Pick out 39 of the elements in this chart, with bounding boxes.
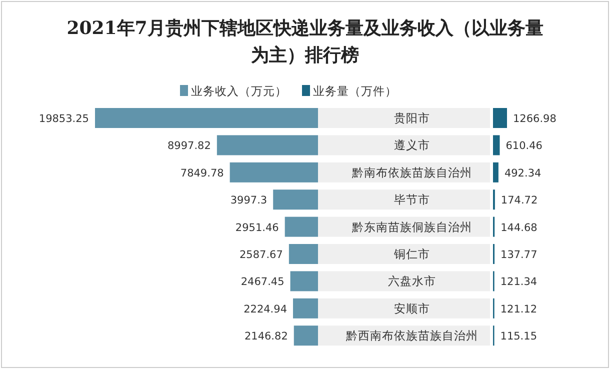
- category-label: 黔东南苗族侗族自治州: [352, 220, 472, 234]
- category-label: 铜仁市: [394, 247, 430, 261]
- data-label: 115.15: [500, 330, 538, 343]
- chart-title: 2021年7月贵州下辖地区快递业务量及业务收入（以业务量为主）排行榜: [66, 18, 544, 66]
- data-label: 2951.46: [235, 222, 280, 234]
- category-label: 毕节市: [394, 192, 430, 207]
- category-label: 贵阳市: [394, 111, 430, 125]
- data-label: 2467.45: [240, 276, 284, 288]
- data-label: 2587.67: [240, 249, 283, 261]
- data-label: 19853.25: [38, 113, 89, 125]
- bar: [293, 298, 318, 318]
- bar: [493, 108, 507, 128]
- category-label: 六盘水市: [388, 274, 436, 288]
- data-label: 1266.98: [513, 113, 556, 125]
- bar: [493, 135, 500, 156]
- data-label: 2146.82: [244, 330, 288, 343]
- legend-label: 业务量（万件）: [313, 84, 397, 98]
- data-label: 144.68: [500, 222, 538, 234]
- data-label: 492.34: [504, 167, 542, 180]
- data-label: 7849.78: [180, 167, 224, 180]
- bar: [294, 326, 318, 346]
- bar: [284, 216, 318, 237]
- data-label: 174.72: [500, 194, 538, 207]
- bar: [493, 162, 498, 182]
- data-label: 2224.94: [244, 303, 288, 316]
- data-label: 610.46: [506, 140, 543, 152]
- bar: [290, 271, 318, 292]
- data-label: 137.77: [500, 249, 538, 261]
- data-label: 121.12: [500, 303, 538, 316]
- legend-label: 业务收入（万元）: [191, 84, 287, 98]
- data-label: 121.34: [500, 276, 538, 288]
- data-label: 8997.82: [168, 140, 211, 152]
- data-label: 3997.3: [230, 194, 268, 207]
- bar: [273, 190, 318, 210]
- category-label: 黔西南布依族苗族自治州: [346, 328, 478, 343]
- bar: [288, 244, 318, 264]
- category-label: 黔南布依族苗族自治州: [352, 165, 472, 180]
- category-label: 安顺市: [394, 301, 430, 316]
- category-label: 遵义市: [394, 138, 430, 152]
